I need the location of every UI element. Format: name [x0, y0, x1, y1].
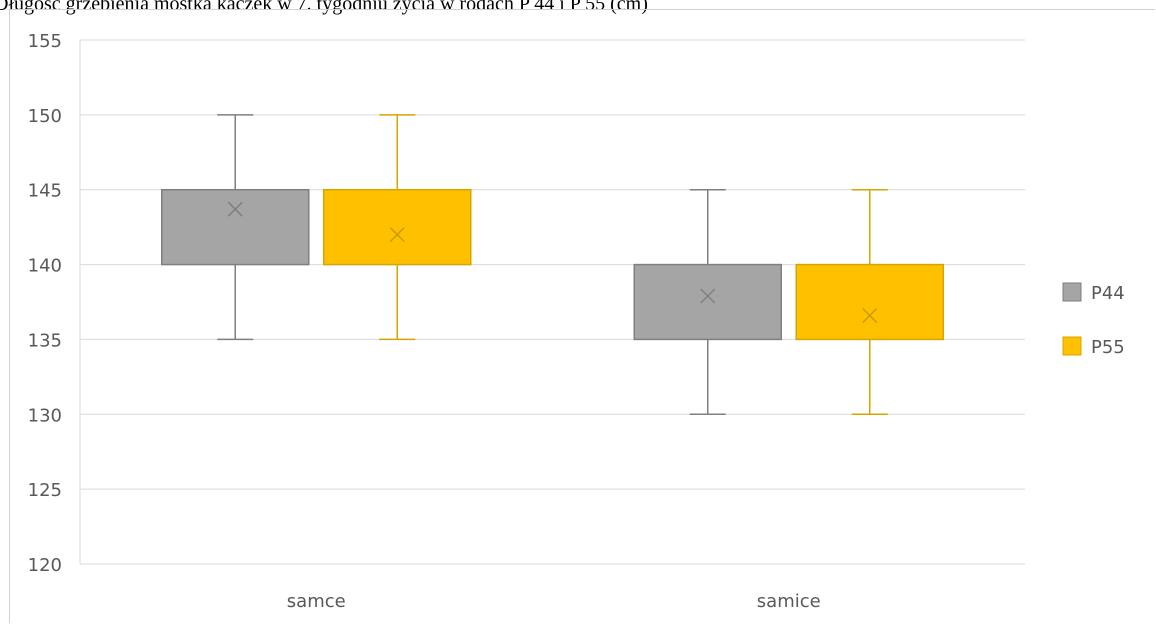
chart-title: Długość grzebienia mostka kaczek w 7. ty… [0, 0, 648, 15]
box-p44-samice [633, 263, 782, 341]
chart-frame [9, 9, 1155, 623]
legend-swatch-p44 [1062, 282, 1082, 302]
y-tick-label: 130 [28, 405, 62, 426]
y-tick-label: 140 [28, 256, 62, 277]
mean-marker [700, 288, 716, 304]
y-tick-label: 125 [28, 480, 62, 501]
y-tick-label: 150 [28, 106, 62, 127]
y-tick-label: 120 [28, 555, 62, 576]
mean-marker [389, 227, 405, 243]
legend-swatch-p55 [1062, 336, 1082, 356]
box-p55-samice [795, 263, 944, 341]
box-p55-samce [323, 188, 472, 266]
x-category-label: samce [287, 591, 346, 612]
y-tick-label: 155 [28, 31, 62, 52]
mean-marker [862, 307, 878, 324]
legend-label-p55: P55 [1091, 337, 1125, 358]
box-p44-samce [161, 188, 310, 266]
y-tick-label: 145 [28, 181, 62, 202]
legend-label-p44: P44 [1091, 283, 1125, 304]
x-category-label: samice [757, 591, 821, 612]
y-tick-label: 135 [28, 330, 62, 351]
mean-marker [227, 201, 243, 217]
